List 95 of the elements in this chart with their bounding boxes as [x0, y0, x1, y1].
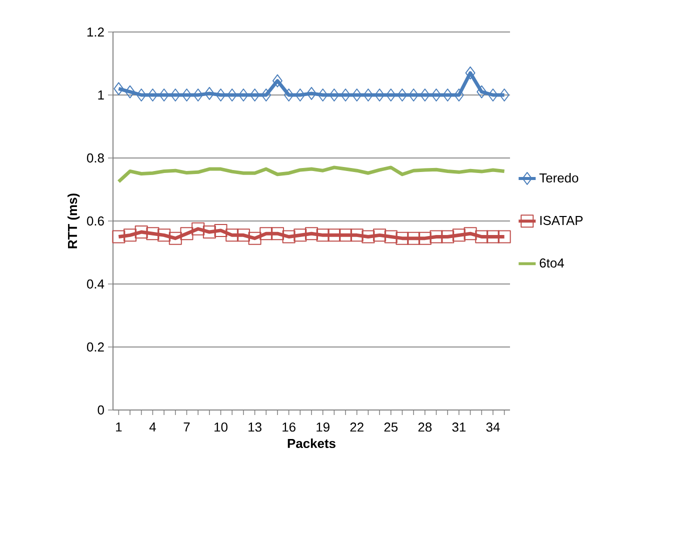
point	[260, 227, 273, 240]
point	[397, 88, 408, 102]
point	[134, 226, 148, 239]
point	[124, 228, 137, 242]
point	[452, 228, 466, 242]
y-tick-label: 0	[98, 405, 104, 415]
point	[236, 228, 250, 242]
point	[192, 222, 205, 236]
legend-label: Teredo	[539, 173, 578, 183]
point	[454, 88, 464, 102]
point	[158, 228, 171, 242]
point	[476, 85, 487, 98]
point	[214, 224, 228, 237]
y-tick-label: 1.2	[87, 27, 104, 37]
point	[204, 86, 214, 100]
point	[418, 232, 432, 245]
point	[363, 88, 374, 102]
point	[339, 228, 352, 242]
point	[350, 228, 364, 242]
x-tick-label: 31	[452, 422, 466, 432]
x-tick-label: 16	[282, 422, 296, 432]
x-tick-label: 22	[350, 422, 364, 432]
point	[168, 232, 182, 245]
point	[306, 86, 317, 100]
point	[420, 88, 430, 102]
point	[284, 88, 294, 102]
point	[261, 88, 272, 102]
point	[464, 227, 477, 240]
point	[295, 88, 306, 102]
point	[180, 227, 194, 240]
point	[170, 88, 180, 102]
point	[318, 88, 328, 102]
point	[248, 232, 262, 245]
x-tick-label: 1	[116, 422, 122, 432]
y-axis-title: RTT (ms)	[68, 194, 80, 248]
point	[373, 228, 386, 242]
point	[442, 88, 453, 102]
legend-label: 6to4	[540, 258, 564, 268]
x-tick-label: 19	[316, 422, 330, 432]
x-tick-label: 13	[248, 422, 262, 432]
legend-label: ISATAP	[540, 216, 583, 226]
point	[328, 228, 341, 242]
y-tick-label: 0.6	[86, 216, 104, 226]
point	[216, 88, 226, 102]
point	[499, 88, 510, 102]
point	[407, 232, 420, 245]
x-tick-label: 7	[184, 422, 190, 432]
y-tick-label: 0.8	[86, 153, 104, 163]
point	[431, 88, 442, 102]
point	[227, 88, 238, 102]
point	[193, 88, 204, 102]
point	[408, 88, 419, 102]
x-tick-label: 4	[149, 422, 156, 432]
point	[305, 227, 318, 240]
x-tick-label: 10	[214, 422, 228, 432]
point	[374, 88, 385, 102]
point	[465, 66, 476, 80]
point	[159, 88, 170, 102]
point	[282, 230, 296, 244]
point	[486, 230, 500, 244]
y-tick-label: 1	[98, 90, 104, 100]
point	[112, 230, 126, 244]
x-axis-title: Packets	[288, 438, 336, 448]
point	[488, 88, 498, 102]
point	[386, 88, 396, 102]
point	[441, 230, 454, 244]
line-series	[116, 166, 506, 184]
x-tick-label: 25	[384, 422, 398, 432]
x-tick-label: 34	[486, 422, 500, 432]
point	[114, 82, 124, 96]
x-tick-label: 28	[418, 422, 432, 432]
y-tick-label: 0.2	[86, 342, 104, 352]
point	[136, 88, 146, 102]
point	[182, 88, 192, 102]
point	[250, 88, 260, 102]
point	[238, 88, 248, 102]
point	[352, 88, 362, 102]
point	[498, 230, 511, 244]
point	[226, 228, 239, 242]
point	[362, 230, 375, 244]
point	[396, 232, 409, 245]
point	[329, 88, 340, 102]
point	[340, 88, 351, 102]
point	[125, 85, 136, 98]
point	[270, 227, 284, 240]
point	[148, 88, 158, 102]
point	[316, 228, 330, 242]
point	[384, 230, 398, 244]
point	[294, 228, 307, 242]
point	[146, 227, 160, 240]
point	[202, 226, 216, 239]
y-tick-label: 0.4	[86, 279, 104, 289]
point	[272, 74, 282, 88]
point	[475, 230, 488, 244]
point	[430, 230, 443, 244]
